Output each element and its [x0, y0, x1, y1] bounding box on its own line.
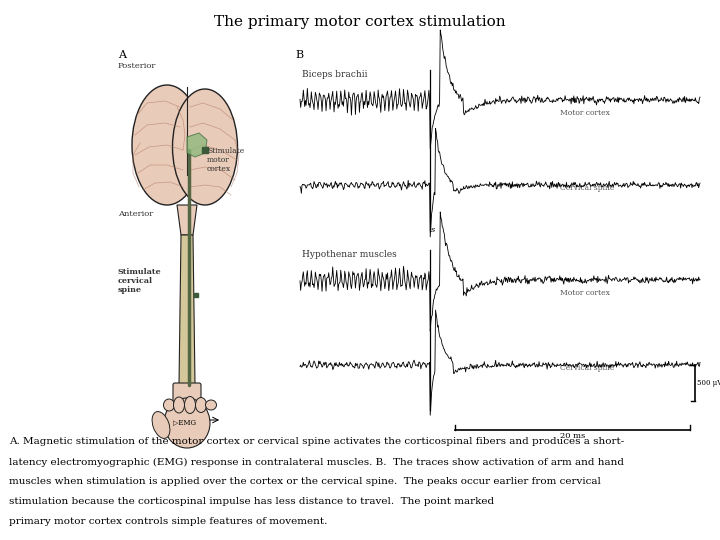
Polygon shape — [179, 235, 195, 385]
Text: latency electromyographic (EMG) response in contralateral muscles. B.  The trace: latency electromyographic (EMG) response… — [9, 457, 624, 467]
Text: muscles when stimulation is applied over the cortex or the cervical spine.  The : muscles when stimulation is applied over… — [9, 477, 600, 487]
Text: 500 μV: 500 μV — [697, 379, 720, 387]
Text: B: B — [295, 50, 303, 60]
Ellipse shape — [163, 399, 174, 411]
Text: The primary motor cortex stimulation: The primary motor cortex stimulation — [214, 15, 506, 29]
Ellipse shape — [184, 396, 196, 414]
Text: Posterior: Posterior — [118, 62, 156, 70]
Ellipse shape — [205, 400, 217, 410]
Text: primary motor cortex controls simple features of movement.: primary motor cortex controls simple fea… — [9, 517, 327, 526]
Ellipse shape — [174, 397, 184, 413]
Text: Stimulate
motor
cortex: Stimulate motor cortex — [207, 147, 244, 173]
Text: Motor cortex: Motor cortex — [560, 109, 610, 117]
Text: A. Magnetic stimulation of the motor cortex or cervical spine activates the cort: A. Magnetic stimulation of the motor cor… — [9, 437, 624, 447]
Text: Hypothenar muscles: Hypothenar muscles — [302, 250, 397, 259]
Text: stimulation because the corticospinal impulse has less distance to travel.  The : stimulation because the corticospinal im… — [9, 497, 497, 507]
Text: Cervical spine: Cervical spine — [560, 364, 614, 372]
Text: 20 ms: 20 ms — [560, 432, 585, 440]
Ellipse shape — [164, 398, 210, 448]
Ellipse shape — [132, 85, 202, 205]
Text: Biceps brachii: Biceps brachii — [302, 70, 367, 79]
FancyBboxPatch shape — [173, 383, 201, 405]
Polygon shape — [187, 133, 207, 157]
Polygon shape — [177, 205, 197, 235]
Text: Motor cortex: Motor cortex — [560, 289, 610, 297]
Ellipse shape — [173, 89, 238, 205]
Ellipse shape — [152, 411, 170, 438]
Text: Cervical spine: Cervical spine — [560, 184, 614, 192]
Ellipse shape — [196, 397, 207, 413]
Text: Anterior: Anterior — [118, 210, 153, 218]
Text: s: s — [431, 226, 436, 234]
Text: A: A — [118, 50, 126, 60]
Text: ▷EMG: ▷EMG — [173, 418, 196, 426]
Text: Stimulate
cervical
spine: Stimulate cervical spine — [118, 268, 161, 294]
